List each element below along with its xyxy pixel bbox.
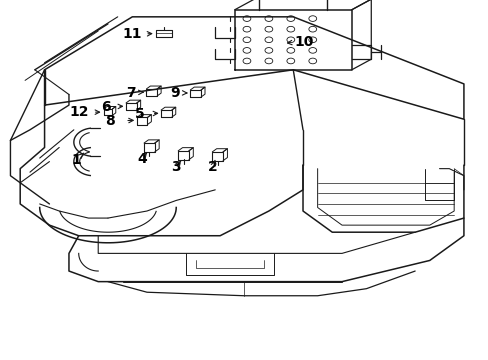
Circle shape (308, 48, 316, 53)
Circle shape (286, 48, 294, 53)
Text: 2: 2 (207, 160, 217, 174)
Text: 1: 1 (71, 153, 81, 167)
Circle shape (264, 37, 272, 42)
Circle shape (286, 37, 294, 42)
Circle shape (308, 26, 316, 32)
Text: 6: 6 (101, 100, 110, 114)
Circle shape (243, 37, 250, 42)
Circle shape (308, 16, 316, 22)
Text: 8: 8 (105, 114, 115, 128)
Text: 12: 12 (70, 105, 89, 119)
Text: 7: 7 (126, 86, 136, 100)
Circle shape (243, 48, 250, 53)
Circle shape (308, 37, 316, 42)
Circle shape (286, 26, 294, 32)
Circle shape (264, 58, 272, 64)
Text: 4: 4 (137, 152, 147, 166)
Text: 9: 9 (170, 86, 179, 100)
Circle shape (264, 16, 272, 22)
Circle shape (264, 48, 272, 53)
Circle shape (286, 58, 294, 64)
Text: 3: 3 (171, 160, 181, 174)
Circle shape (243, 16, 250, 22)
Circle shape (308, 58, 316, 64)
Text: 5: 5 (135, 107, 144, 121)
Circle shape (243, 26, 250, 32)
Text: 10: 10 (294, 35, 313, 49)
Text: 11: 11 (122, 27, 142, 41)
Circle shape (286, 16, 294, 22)
Circle shape (243, 58, 250, 64)
Circle shape (264, 26, 272, 32)
